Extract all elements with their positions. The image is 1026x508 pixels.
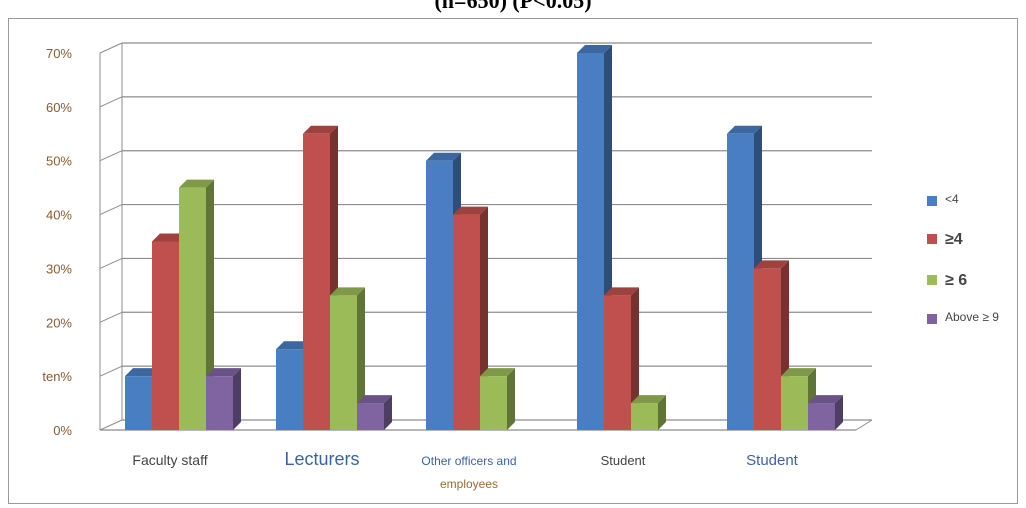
grid-line-diagonal: [99, 96, 123, 108]
bar-top: [206, 368, 241, 377]
y-tick-label: 70%: [46, 46, 72, 61]
bar-top: [577, 45, 612, 53]
bar-top: [808, 395, 843, 404]
legend-label: ≥ 6: [945, 272, 967, 289]
bar-front: [330, 295, 357, 430]
bar-front: [357, 403, 384, 430]
bar-top: [480, 368, 515, 377]
bar-side: [357, 287, 365, 430]
bar-side: [658, 395, 666, 430]
grid-line-diagonal: [99, 204, 123, 216]
bar-front: [754, 268, 781, 430]
bar-side: [631, 287, 639, 430]
bar-front: [727, 133, 754, 431]
bar-front: [179, 187, 206, 430]
x-category-label: Student: [746, 452, 799, 469]
bar-front: [781, 376, 808, 430]
bar-top: [453, 206, 488, 215]
bar-front: [604, 295, 631, 430]
x-category-label: Faculty staff: [132, 452, 207, 468]
bar-side: [206, 179, 214, 430]
bar: [604, 287, 639, 430]
grid-line-diagonal: [99, 311, 123, 323]
legend-item: Above ≥ 9: [927, 310, 999, 324]
legend-label: <4: [945, 192, 959, 206]
bar-front: [125, 376, 152, 430]
bar: [206, 368, 241, 430]
bar-top: [604, 287, 639, 296]
legend: <4 ≥4 ≥ 6 Above ≥ 9: [927, 192, 999, 324]
y-tick-label: 20%: [46, 315, 72, 330]
bar-front: [276, 349, 303, 430]
y-tick-label: 60%: [46, 100, 72, 115]
bar-top: [727, 125, 762, 134]
bar-side: [384, 395, 392, 430]
bar-side: [507, 368, 515, 430]
bar: [754, 260, 789, 430]
bar-top: [125, 368, 160, 377]
bar-front: [426, 160, 453, 430]
legend-item: <4: [927, 192, 959, 206]
bar-front: [808, 403, 835, 430]
legend-label: ≥4: [945, 231, 963, 248]
bar-side: [233, 368, 241, 430]
legend-label: Above ≥ 9: [945, 310, 999, 324]
y-tick-label: 50%: [46, 154, 72, 169]
bar-front: [303, 133, 330, 431]
bar-top: [357, 395, 392, 404]
bar-top: [152, 233, 187, 242]
bar-side: [835, 395, 843, 430]
bar-top: [330, 287, 365, 296]
bar-top: [781, 368, 816, 377]
bar: [303, 125, 338, 431]
bar-top: [631, 395, 666, 404]
bar: [808, 395, 843, 430]
bar-front: [480, 376, 507, 430]
bar-top: [303, 125, 338, 134]
x-category-label: employees: [440, 477, 498, 491]
bar-front: [577, 53, 604, 430]
grid-line-diagonal: [99, 365, 123, 377]
grid-line-diagonal: [99, 257, 123, 269]
bar: [330, 287, 365, 430]
x-axis-categories: Faculty staff Lecturers Other officers and…: [132, 449, 798, 491]
bar: [631, 395, 666, 430]
bar-front: [453, 214, 480, 430]
bar-front: [206, 376, 233, 430]
bar: [357, 395, 392, 430]
bar-top: [179, 179, 214, 188]
grid-line-diagonal: [99, 42, 123, 54]
y-tick-label: 30%: [46, 261, 72, 276]
grid-line-diagonal: [99, 419, 123, 431]
chart-title: (n=650) (P<0.05): [434, 0, 592, 13]
grid-line-diagonal: [99, 150, 123, 162]
bars: [125, 45, 843, 431]
bar-front: [152, 241, 179, 430]
bar-top: [276, 341, 311, 350]
y-tick-label: 40%: [46, 208, 72, 223]
y-axis-ticks: 0% ten% 20% 30% 40% 50% 60% 70%: [42, 46, 72, 438]
legend-item: ≥4: [927, 231, 963, 248]
x-category-label: Lecturers: [284, 449, 359, 469]
legend-swatch: [927, 275, 937, 285]
y-tick-label: 0%: [53, 423, 72, 438]
legend-item: ≥ 6: [927, 272, 967, 289]
bar: [480, 368, 515, 430]
y-tick-label: ten%: [42, 369, 72, 384]
legend-swatch: [927, 196, 937, 206]
bar-top: [754, 260, 789, 269]
bar-top: [426, 152, 461, 161]
bar-front: [631, 403, 658, 430]
floor-edge: [855, 419, 873, 431]
x-category-label: Student: [601, 453, 646, 468]
legend-swatch: [927, 314, 937, 324]
legend-swatch: [927, 234, 937, 244]
x-category-label: Other officers and: [421, 454, 516, 468]
bar: [179, 179, 214, 430]
